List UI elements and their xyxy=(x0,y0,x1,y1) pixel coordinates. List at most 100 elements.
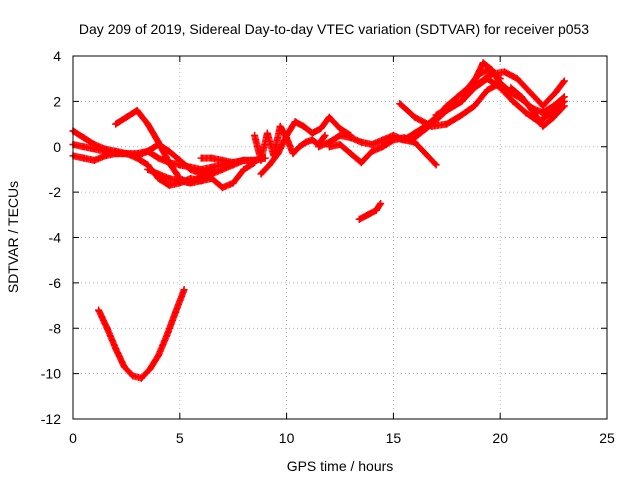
data-point xyxy=(483,86,491,94)
y-axis-label: SDTVAR / TECUs xyxy=(5,181,21,293)
data-point xyxy=(95,306,103,314)
data-point xyxy=(355,215,363,223)
data-point xyxy=(411,134,419,142)
data-point xyxy=(251,156,259,164)
grid xyxy=(73,56,607,419)
data-point xyxy=(186,179,194,187)
plot-frame xyxy=(72,55,608,420)
data-point xyxy=(488,70,496,78)
data-point xyxy=(197,154,205,162)
y-tick-label: 2 xyxy=(53,93,61,109)
data-point xyxy=(458,111,466,119)
data-point xyxy=(357,138,365,146)
x-axis-label: GPS time / hours xyxy=(287,458,394,474)
data-point xyxy=(165,147,173,155)
data-point xyxy=(458,97,466,105)
data-point xyxy=(428,120,436,128)
data-point xyxy=(146,365,154,373)
data-point xyxy=(453,93,461,101)
data-point xyxy=(432,111,440,119)
y-tick-label: -12 xyxy=(41,411,61,427)
data-point xyxy=(291,118,299,126)
data-point xyxy=(90,156,98,164)
data-point xyxy=(90,140,98,148)
data-point xyxy=(144,120,152,128)
data-point xyxy=(257,170,265,178)
y-tick-label: -8 xyxy=(49,320,62,336)
y-tick-label: -2 xyxy=(49,184,62,200)
data-point xyxy=(266,161,274,169)
data-point xyxy=(560,77,568,85)
data-point xyxy=(389,134,397,142)
data-point xyxy=(165,159,173,167)
data-point xyxy=(550,113,558,121)
data-point xyxy=(80,134,88,142)
data-point xyxy=(176,156,184,164)
data-point xyxy=(144,165,152,173)
data-point xyxy=(274,150,282,158)
data-point xyxy=(80,154,88,162)
series-trace-i xyxy=(257,113,355,178)
data-point xyxy=(500,68,508,76)
data-point xyxy=(122,150,130,158)
data-point xyxy=(377,199,385,207)
data-point xyxy=(471,102,479,110)
data-point xyxy=(251,131,259,139)
data-point xyxy=(240,156,248,164)
data-point xyxy=(122,113,130,121)
data-point xyxy=(364,211,372,219)
data-point xyxy=(208,165,216,173)
data-point xyxy=(208,154,216,162)
data-point xyxy=(547,109,555,117)
data-point xyxy=(276,122,284,130)
data-point xyxy=(496,84,504,92)
data-point xyxy=(336,125,344,133)
data-point xyxy=(560,102,568,110)
data-point xyxy=(101,152,109,160)
data-point xyxy=(112,147,120,155)
data-point xyxy=(112,120,120,128)
data-point xyxy=(302,138,310,146)
data-point xyxy=(368,147,376,155)
data-point xyxy=(80,143,88,151)
data-point xyxy=(154,170,162,178)
data-point xyxy=(240,165,248,173)
data-point xyxy=(112,345,120,353)
data-point xyxy=(257,156,265,164)
series-trace-l xyxy=(355,199,385,223)
series-trace-g xyxy=(95,286,188,382)
data-point xyxy=(347,134,355,142)
y-tick-label: 0 xyxy=(53,139,61,155)
data-point xyxy=(103,324,111,332)
data-point xyxy=(295,143,303,151)
series-trace-e xyxy=(144,159,259,192)
data-point xyxy=(379,136,387,144)
y-tick-label: -10 xyxy=(41,366,61,382)
data-point xyxy=(400,136,408,144)
data-markers xyxy=(69,59,568,382)
data-point xyxy=(479,59,487,67)
data-point xyxy=(347,150,355,158)
data-point xyxy=(137,374,145,382)
data-point xyxy=(129,372,137,380)
data-point xyxy=(411,113,419,121)
data-point xyxy=(219,156,227,164)
data-point xyxy=(526,88,534,96)
data-point xyxy=(471,84,479,92)
data-point xyxy=(186,165,194,173)
data-point xyxy=(165,181,173,189)
data-point xyxy=(321,131,329,139)
data-point xyxy=(208,175,216,183)
data-point xyxy=(133,150,141,158)
data-point xyxy=(289,150,297,158)
data-point xyxy=(325,143,333,151)
data-point xyxy=(154,154,162,162)
data-point xyxy=(154,351,162,359)
data-point xyxy=(308,136,316,144)
data-point xyxy=(539,122,547,130)
data-point xyxy=(317,125,325,133)
y-tick-label: -6 xyxy=(49,275,62,291)
data-point xyxy=(219,165,227,173)
